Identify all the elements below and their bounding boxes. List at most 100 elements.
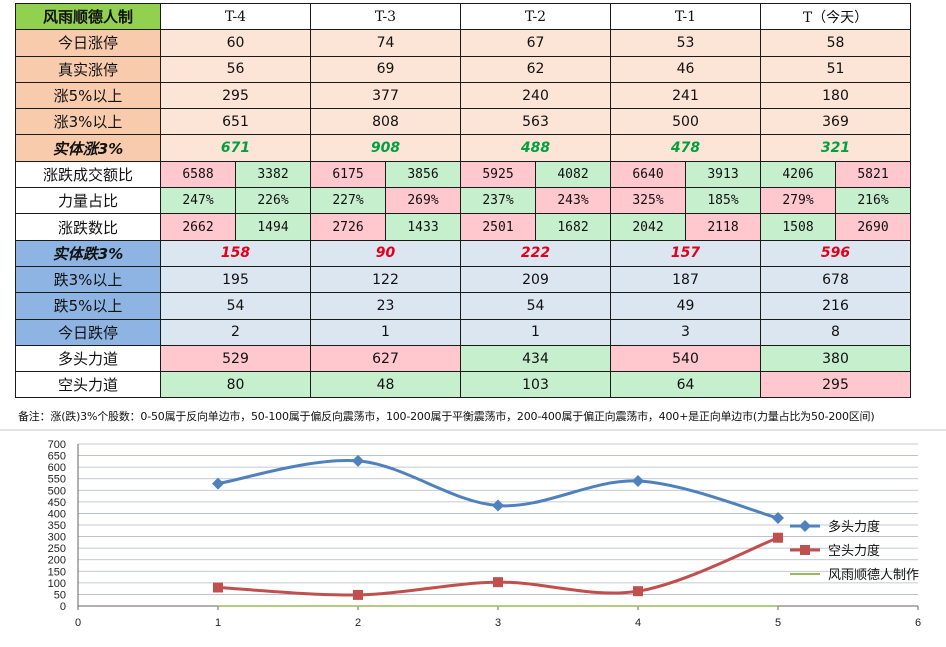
table-cell: 2501	[460, 213, 536, 241]
table-cell: 216	[760, 292, 911, 320]
row-label: 涨跌数比	[15, 213, 161, 241]
y-tick-label: 650	[48, 451, 66, 463]
y-tick-label: 250	[48, 543, 66, 555]
column-header: T-1	[610, 2, 761, 31]
data-point	[352, 454, 364, 467]
table-cell: 243%	[535, 187, 611, 215]
table-cell: 8	[760, 318, 911, 346]
table-cell: 279%	[760, 187, 836, 215]
y-tick-label: 200	[48, 555, 66, 567]
table-cell: 678	[760, 265, 911, 294]
table-row: 空头力道 80 48 103 64 295	[15, 371, 911, 399]
row-label: 真实涨停	[15, 55, 161, 83]
table-cell: 6175	[310, 160, 386, 189]
table-row: 跌5%以上 54 23 54 49 216	[15, 292, 911, 320]
table-row: 多头力道 529 627 434 540 380	[15, 344, 911, 373]
row-label: 今日跌停	[15, 318, 161, 346]
y-tick-label: 300	[48, 532, 66, 544]
data-point	[212, 477, 224, 490]
header-row: 风雨顺德人制 T-4 T-3 T-2 T-1 T（今天）	[15, 2, 911, 31]
table-cell: 237%	[460, 187, 536, 215]
data-point	[353, 589, 363, 600]
table-cell: 1682	[535, 213, 611, 241]
row-label: 实体涨3%	[15, 134, 161, 162]
y-tick-label: 100	[48, 578, 66, 590]
y-tick-label: 150	[48, 566, 66, 578]
table-row: 涨5%以上 295 377 240 241 180	[15, 81, 911, 110]
table-cell: 103	[460, 371, 611, 399]
table-cell: 90	[310, 239, 461, 267]
table-cell: 158	[160, 239, 311, 267]
table-cell: 54	[460, 292, 611, 320]
table-cell: 216%	[835, 187, 911, 215]
data-point	[773, 532, 783, 543]
legend-marker	[799, 520, 811, 532]
table-cell: 195	[160, 265, 311, 294]
table-cell: 3382	[235, 160, 311, 189]
row-label: 实体跌3%	[15, 239, 161, 267]
column-header: T-4	[160, 2, 311, 31]
table-cell: 295	[760, 371, 911, 399]
data-point	[633, 586, 643, 597]
table-cell: 4082	[535, 160, 611, 189]
table-cell: 478	[610, 134, 761, 162]
table-row: 今日跌停 2 1 1 3 8	[15, 318, 911, 346]
table-cell: 122	[310, 265, 461, 294]
row-label: 跌5%以上	[15, 292, 161, 320]
x-tick-label: 4	[635, 617, 641, 629]
table-cell: 54	[160, 292, 311, 320]
table-cell: 808	[310, 108, 461, 136]
table-cell: 187	[610, 265, 761, 294]
row-label: 涨5%以上	[15, 81, 161, 110]
legend-label: 空头力度	[828, 543, 880, 559]
legend-label: 多头力度	[828, 519, 880, 535]
table-cell: 51	[760, 55, 911, 83]
table-cell: 325%	[610, 187, 686, 215]
table-row: 今日涨停 60 74 67 53 58	[15, 29, 911, 57]
table-cell: 60	[160, 29, 311, 57]
table-cell: 67	[460, 29, 611, 57]
table-cell: 226%	[235, 187, 311, 215]
table-cell: 157	[610, 239, 761, 267]
table-cell: 2118	[685, 213, 761, 241]
data-point	[492, 499, 504, 512]
column-header: T-3	[310, 2, 461, 31]
y-tick-label: 500	[48, 485, 66, 497]
table-cell: 74	[310, 29, 461, 57]
table-cell: 5925	[460, 160, 536, 189]
table-cell: 5821	[835, 160, 911, 189]
table-cell: 4206	[760, 160, 836, 189]
table-cell: 2690	[835, 213, 911, 241]
table-cell: 908	[310, 134, 461, 162]
row-label: 涨跌成交额比	[15, 160, 161, 189]
table-cell: 671	[160, 134, 311, 162]
y-tick-label: 550	[48, 474, 66, 486]
market-stats-table: 风雨顺德人制 T-4 T-3 T-2 T-1 T（今天） 今日涨停 60 74 67 53 58 真实涨…	[15, 2, 911, 399]
table-cell: 6588	[160, 160, 236, 189]
y-tick-label: 50	[54, 589, 66, 601]
table-cell: 3913	[685, 160, 761, 189]
table-cell: 185%	[685, 187, 761, 215]
x-tick-label: 3	[495, 617, 501, 629]
table-cell: 58	[760, 29, 911, 57]
table-cell: 227%	[310, 187, 386, 215]
table-cell: 2726	[310, 213, 386, 241]
x-tick-label: 2	[355, 617, 361, 629]
table-cell: 209	[460, 265, 611, 294]
row-label: 力量占比	[15, 187, 161, 215]
table-cell: 23	[310, 292, 461, 320]
data-point	[213, 582, 223, 593]
x-tick-label: 5	[775, 617, 781, 629]
table-cell: 500	[610, 108, 761, 136]
table-cell: 3856	[385, 160, 461, 189]
table-cell: 2	[160, 318, 311, 346]
row-label: 多头力道	[15, 344, 161, 373]
table-cell: 321	[760, 134, 911, 162]
y-tick-label: 450	[48, 497, 66, 509]
table-cell: 295	[160, 81, 311, 110]
table-cell: 1508	[760, 213, 836, 241]
note-text: 备注：涨(跌)3%个股数：0-50属于反向单边市，50-100属于偏反向震荡市，…	[18, 410, 875, 423]
y-tick-label: 0	[60, 601, 66, 613]
table-cell: 62	[460, 55, 611, 83]
table-cell: 1433	[385, 213, 461, 241]
